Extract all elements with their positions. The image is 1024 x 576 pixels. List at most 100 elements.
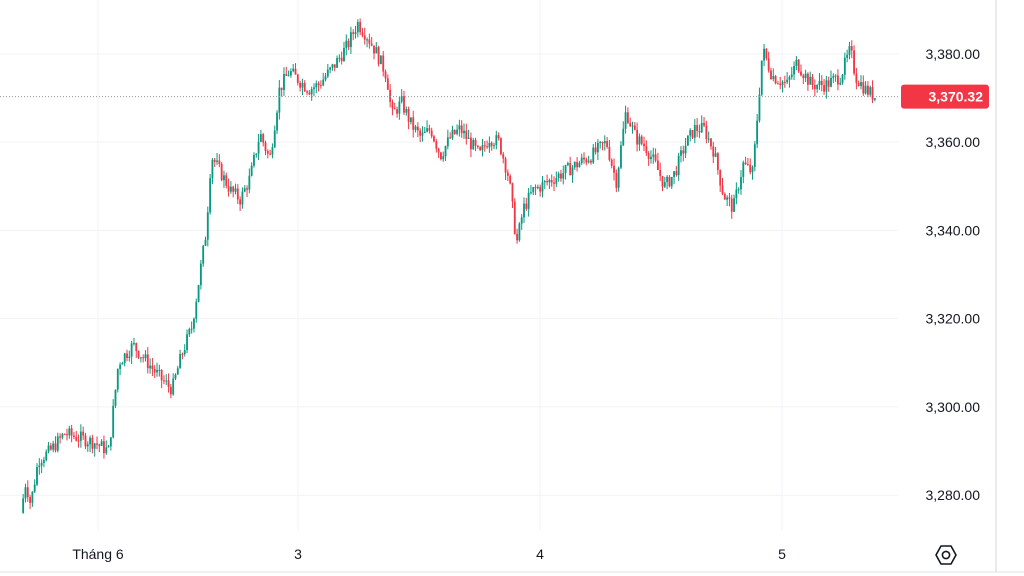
candle-body bbox=[370, 43, 373, 46]
candle-body bbox=[409, 117, 412, 123]
candle bbox=[684, 138, 687, 159]
candle bbox=[126, 349, 128, 362]
candle-body bbox=[719, 169, 722, 186]
candle bbox=[677, 152, 680, 181]
candle bbox=[287, 70, 290, 77]
candle bbox=[596, 139, 599, 161]
candle bbox=[453, 129, 456, 135]
candle bbox=[384, 69, 387, 83]
candle bbox=[548, 178, 551, 189]
candle bbox=[707, 131, 710, 143]
candle-body bbox=[682, 150, 685, 154]
candle-body bbox=[576, 161, 579, 168]
candle-body bbox=[444, 146, 447, 157]
candle-body bbox=[190, 328, 193, 330]
candle bbox=[114, 389, 117, 409]
candle-body bbox=[73, 435, 75, 437]
candle bbox=[576, 157, 579, 172]
candle bbox=[63, 433, 66, 436]
candle-body bbox=[511, 183, 514, 202]
candle-body bbox=[186, 334, 188, 351]
candle-body bbox=[633, 125, 636, 130]
candle-body bbox=[476, 145, 479, 148]
candle bbox=[310, 86, 313, 101]
candle-body bbox=[188, 329, 191, 335]
candle-body bbox=[426, 128, 428, 132]
candle bbox=[296, 73, 299, 86]
candle bbox=[209, 173, 212, 215]
candle-body bbox=[386, 78, 389, 90]
candle-body bbox=[525, 203, 528, 209]
candle-body bbox=[539, 186, 542, 192]
candle-body bbox=[299, 82, 302, 88]
candle bbox=[744, 156, 747, 166]
candle-body bbox=[393, 108, 396, 110]
candle bbox=[105, 440, 108, 455]
candle bbox=[121, 361, 124, 365]
candle-body bbox=[506, 172, 509, 176]
candle-body bbox=[169, 386, 172, 395]
candle bbox=[407, 106, 410, 130]
candle-body bbox=[128, 356, 131, 358]
candle bbox=[636, 122, 639, 152]
candle-body bbox=[772, 76, 775, 79]
candle bbox=[370, 36, 373, 47]
candle bbox=[550, 174, 553, 187]
x-tick-label: Tháng 6 bbox=[72, 546, 124, 562]
candle-body bbox=[396, 109, 398, 114]
candle-body bbox=[236, 188, 239, 200]
candle-body bbox=[430, 130, 433, 137]
candle-body bbox=[721, 185, 724, 194]
candle bbox=[553, 176, 555, 192]
candle-body bbox=[220, 163, 223, 181]
candle bbox=[218, 154, 221, 168]
candle-body bbox=[753, 144, 756, 167]
candle bbox=[816, 84, 819, 93]
candle-body bbox=[652, 154, 655, 157]
candle-body bbox=[319, 85, 322, 87]
candle bbox=[640, 134, 643, 146]
price-axis[interactable]: 3,380.00 3,360.00 3,340.00 3,320.00 3,30… bbox=[926, 46, 981, 503]
candle-body bbox=[306, 91, 308, 93]
candle bbox=[160, 369, 163, 389]
candle bbox=[386, 74, 389, 90]
candle bbox=[562, 165, 565, 185]
chart-settings-button[interactable] bbox=[932, 541, 960, 569]
candle bbox=[797, 58, 800, 73]
candle-body bbox=[518, 223, 521, 241]
candle-body bbox=[846, 54, 849, 58]
candle-body bbox=[626, 112, 629, 124]
candle bbox=[869, 85, 872, 97]
current-price-badge: 3,370.32 bbox=[901, 84, 989, 109]
candle-body bbox=[786, 79, 789, 83]
candle-body bbox=[373, 45, 375, 54]
candle bbox=[47, 441, 50, 454]
candle-body bbox=[797, 59, 800, 72]
candle-body bbox=[793, 65, 795, 75]
candle-body bbox=[146, 354, 149, 369]
candle bbox=[158, 364, 161, 377]
candle-body bbox=[647, 153, 650, 160]
candle-body bbox=[555, 178, 558, 184]
candle-body bbox=[756, 120, 759, 145]
candle-body bbox=[730, 198, 733, 212]
candle-body bbox=[96, 443, 98, 445]
candle-body bbox=[156, 369, 158, 373]
candle bbox=[673, 171, 675, 185]
candle-body bbox=[336, 58, 338, 68]
candle-body bbox=[583, 157, 585, 160]
candle bbox=[776, 80, 779, 85]
candle-body bbox=[820, 80, 823, 86]
candle bbox=[647, 151, 650, 166]
time-axis[interactable]: Tháng 6 3 4 5 bbox=[72, 546, 786, 562]
candle-body bbox=[541, 182, 544, 192]
y-tick-label: 3,380.00 bbox=[926, 46, 981, 62]
candle bbox=[70, 424, 73, 443]
candle-body bbox=[832, 76, 835, 78]
candle-body bbox=[199, 263, 202, 286]
candle-body bbox=[379, 55, 382, 65]
candle-body bbox=[483, 145, 486, 147]
candle-body bbox=[137, 350, 140, 358]
candle-body bbox=[359, 22, 362, 33]
